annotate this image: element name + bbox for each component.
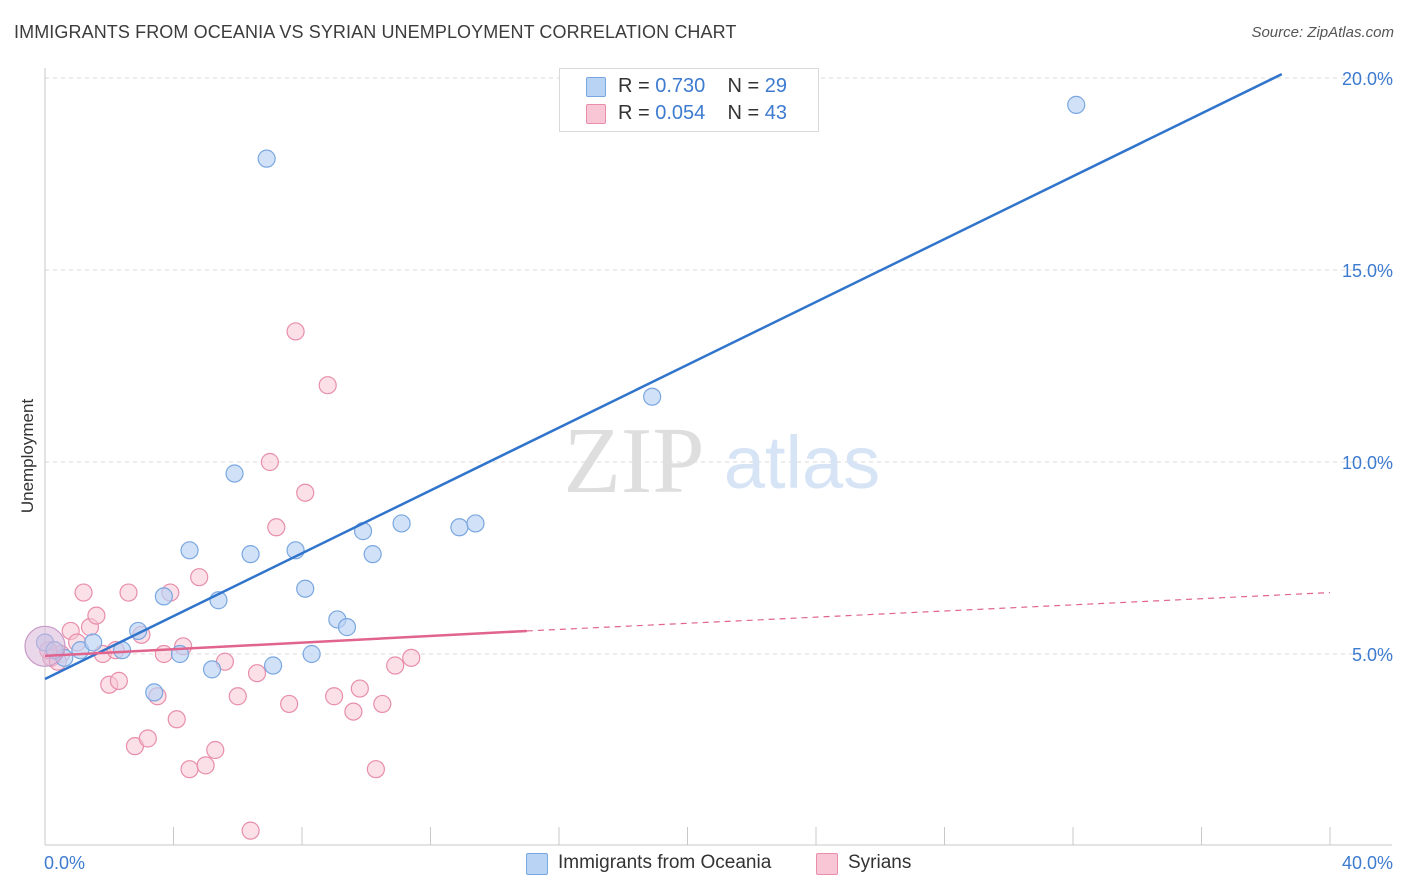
data-point-syrians [402,648,421,667]
watermark-atlas: atlas [724,421,880,504]
data-point-syrians [154,644,173,664]
data-point-syrians [180,760,199,779]
trend-line-oceania [44,73,1283,681]
axes [44,68,1392,846]
x-tick-label: 40.0% [1342,853,1393,873]
legend-swatch-blue [526,853,548,875]
data-point-oceania [296,579,315,598]
data-point-oceania [466,514,485,533]
data-point-oceania [643,387,662,406]
data-point-oceania [363,545,382,564]
data-point-syrians [318,376,337,395]
series-syrians-points [39,322,421,840]
n-label: N = [727,102,760,124]
watermark: ZIP atlas [564,409,881,513]
data-point-oceania [263,656,283,675]
r-label: R = [618,102,650,124]
legend-swatch-pink [816,853,838,875]
legend-swatch-pink [586,104,606,124]
data-point-syrians [167,710,186,729]
data-point-syrians [74,583,93,602]
y-tick-label: 15.0% [1342,261,1393,281]
data-point-oceania [257,149,276,168]
trend-line-syrians-extension [526,591,1331,632]
cluster-point [24,625,66,667]
n-label: N = [727,75,760,97]
data-point-oceania [145,683,164,702]
data-point-syrians [109,671,128,690]
y-tick-label: 10.0% [1342,453,1393,473]
source-credit: Source: ZipAtlas.com [1251,24,1394,41]
x-tick-label: 0.0% [44,853,85,873]
watermark-zip: ZIP [564,409,705,513]
data-point-syrians [286,322,305,341]
legend-label: Immigrants from Oceania [558,852,772,873]
legend-label: Syrians [848,852,912,873]
y-tick-label: 5.0% [1352,645,1393,665]
chart-title: IMMIGRANTS FROM OCEANIA VS SYRIAN UNEMPL… [14,22,737,42]
tick-labels: 5.0% 10.0% 15.0% 20.0% 0.0% 40.0% [44,69,1393,873]
data-point-oceania [1067,95,1086,114]
data-point-syrians [247,664,267,683]
legend-swatch-blue [586,77,606,97]
data-point-syrians [241,821,260,840]
data-point-oceania [154,587,173,606]
n-value: 29 [764,75,788,97]
data-point-oceania [450,518,469,537]
data-point-syrians [87,606,106,625]
correlation-legend: R = 0.730 N = 29 R = 0.054 N = 43 [559,68,819,132]
data-point-syrians [373,694,392,714]
r-value: 0.730 [655,75,706,97]
data-point-oceania [241,545,260,564]
data-point-syrians [296,483,315,502]
data-point-syrians [228,687,247,706]
data-point-syrians [190,568,209,587]
data-point-syrians [260,452,279,472]
data-point-syrians [138,729,157,748]
trend-line-syrians [44,629,527,658]
data-point-syrians [325,687,344,706]
data-point-syrians [344,702,363,721]
data-point-syrians [366,760,385,779]
data-point-syrians [267,518,286,537]
n-value: 43 [764,102,788,124]
data-point-oceania [392,514,411,533]
r-label: R = [618,75,650,97]
trend-lines [44,73,1331,681]
gridlines [45,77,1392,655]
data-point-oceania [225,464,244,483]
data-point-syrians [386,656,405,675]
data-point-syrians [196,756,215,775]
data-point-oceania [84,633,103,652]
r-value: 0.054 [655,102,706,124]
data-point-syrians [280,694,299,714]
series-oceania-points [24,95,1086,702]
data-point-oceania [302,644,321,664]
y-tick-label: 20.0% [1342,69,1393,89]
data-point-syrians [350,679,369,698]
data-point-syrians [206,740,225,760]
data-point-syrians [119,583,138,602]
data-point-oceania [180,541,199,560]
data-point-oceania [202,660,222,679]
data-point-oceania [337,618,357,637]
